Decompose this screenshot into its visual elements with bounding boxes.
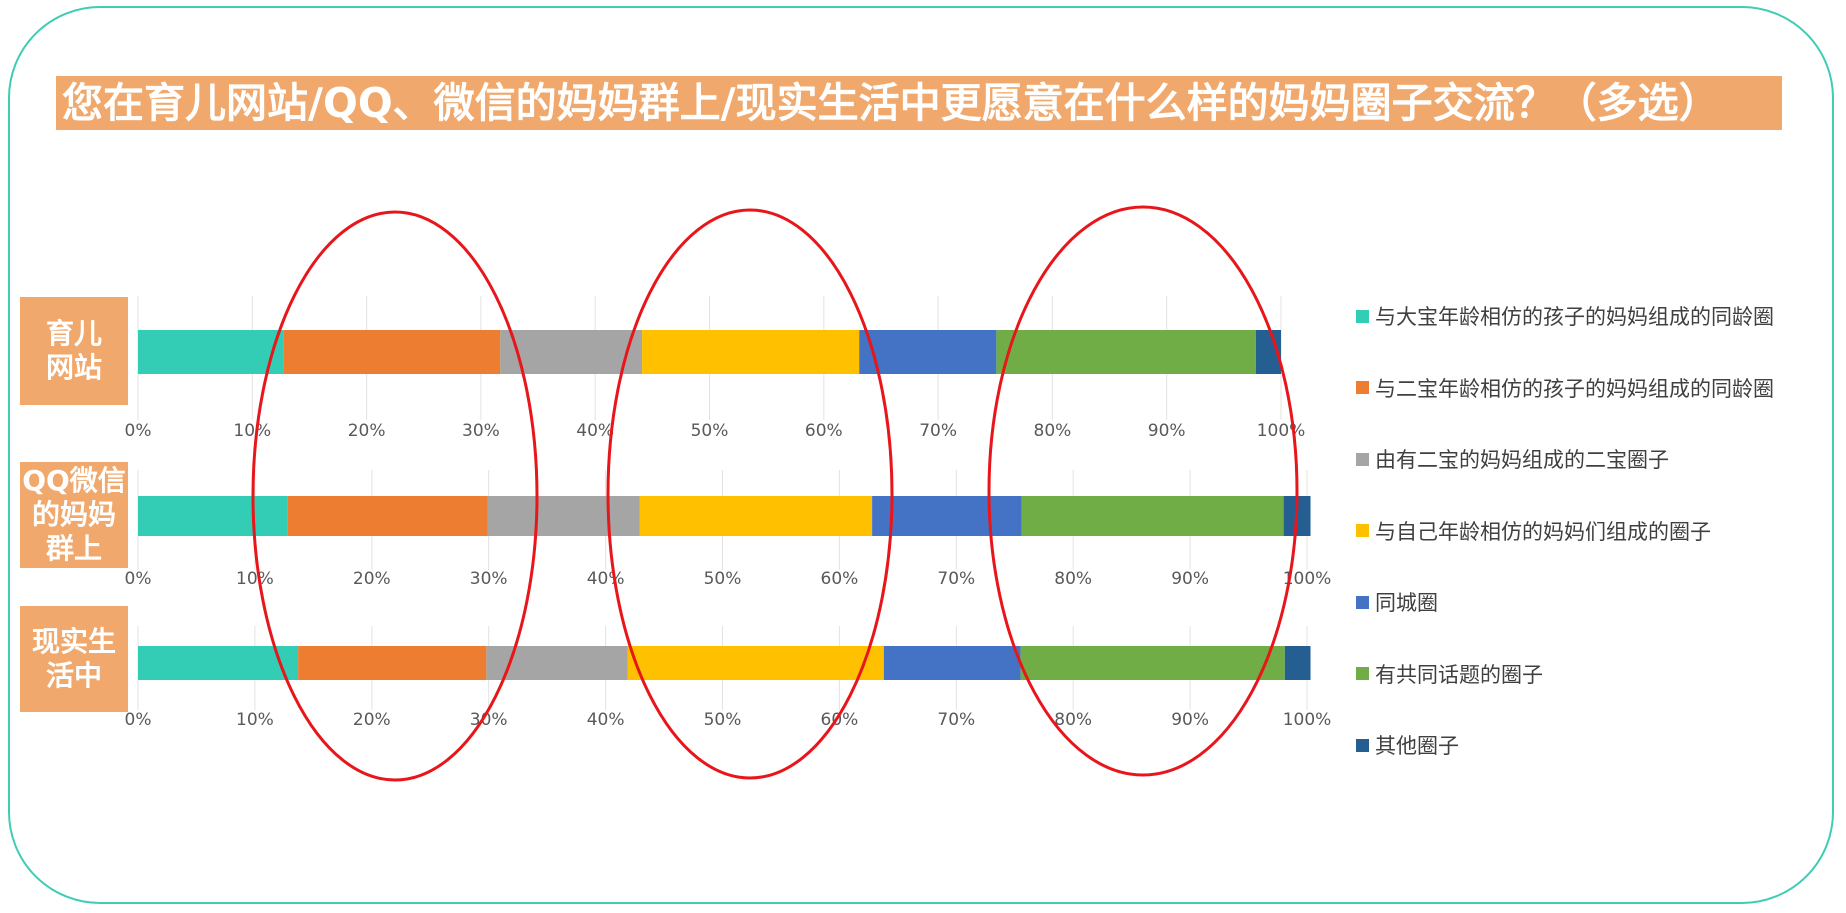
x-tick-label: 70% bbox=[919, 421, 957, 441]
x-tick-label: 90% bbox=[1171, 710, 1209, 730]
legend-item: 其他圈子 bbox=[1356, 730, 1459, 760]
category-panel-2: 0% 10% 20% 30% 40% 50% 60% 70% 80% 90% 100% bbox=[125, 626, 1332, 730]
legend-label: 由有二宝的妈妈组成的二宝圈子 bbox=[1375, 448, 1669, 472]
bar-segment-2 bbox=[486, 646, 628, 680]
legend-label: 与二宝年龄相仿的孩子的妈妈组成的同龄圈 bbox=[1375, 376, 1774, 401]
chart-title: 您在育儿网站/QQ、微信的妈妈群上/现实生活中更愿意在什么样的妈妈圈子交流？（多… bbox=[56, 76, 1782, 130]
x-tick-label: 100% bbox=[1283, 569, 1332, 589]
highlight-ellipse-0 bbox=[251, 210, 539, 782]
x-tick-label: 90% bbox=[1148, 421, 1186, 441]
row-label-qq-wechat: QQ微信 的妈妈 群上 bbox=[20, 462, 128, 568]
legend-swatch bbox=[1356, 667, 1369, 680]
highlight-ellipse-1 bbox=[606, 208, 894, 780]
x-tick-label: 20% bbox=[353, 569, 391, 589]
legend-item: 与二宝年龄相仿的孩子的妈妈组成的同龄圈 bbox=[1356, 373, 1774, 403]
bar-segment-0 bbox=[138, 330, 284, 374]
x-tick-label: 10% bbox=[236, 569, 274, 589]
bar-segment-5 bbox=[996, 330, 1256, 374]
x-tick-label: 30% bbox=[470, 710, 508, 730]
x-tick-label: 0% bbox=[125, 421, 152, 441]
legend-swatch bbox=[1356, 381, 1369, 394]
bar-segment-0 bbox=[138, 646, 299, 680]
x-tick-label: 100% bbox=[1283, 710, 1332, 730]
highlight-ellipse-2 bbox=[987, 205, 1299, 777]
bar-segment-5 bbox=[1020, 646, 1285, 680]
legend-swatch bbox=[1356, 452, 1369, 466]
x-tick-label: 10% bbox=[236, 710, 274, 730]
x-tick-label: 20% bbox=[353, 710, 391, 730]
bar-segment-1 bbox=[298, 646, 487, 680]
x-tick-label: 0% bbox=[125, 569, 152, 589]
x-tick-label: 0% bbox=[125, 710, 152, 730]
x-tick-label: 90% bbox=[1171, 569, 1209, 589]
x-tick-label: 10% bbox=[233, 421, 271, 441]
legend-swatch bbox=[1356, 595, 1369, 609]
x-tick-label: 70% bbox=[937, 710, 975, 730]
rounded-frame bbox=[8, 6, 1834, 904]
x-tick-label: 30% bbox=[462, 421, 500, 441]
bar-segment-1 bbox=[283, 330, 501, 374]
bar-segment-4 bbox=[883, 646, 1021, 680]
legend-label: 其他圈子 bbox=[1375, 734, 1459, 758]
x-tick-label: 70% bbox=[937, 569, 975, 589]
x-tick-label: 60% bbox=[821, 710, 859, 730]
legend-label: 有共同话题的圈子 bbox=[1375, 662, 1543, 687]
x-tick-label: 80% bbox=[1034, 421, 1072, 441]
legend-swatch bbox=[1356, 524, 1369, 537]
x-tick-label: 60% bbox=[821, 569, 859, 589]
legend-item: 与大宝年龄相仿的孩子的妈妈组成的同龄圈 bbox=[1356, 301, 1774, 331]
x-tick-label: 30% bbox=[470, 569, 508, 589]
bar-segment-1 bbox=[287, 496, 488, 536]
x-tick-label: 50% bbox=[704, 710, 742, 730]
legend-label: 与大宝年龄相仿的孩子的妈妈组成的同龄圈 bbox=[1375, 305, 1774, 329]
row-label-real-life: 现实生 活中 bbox=[20, 606, 128, 712]
legend-swatch bbox=[1356, 738, 1369, 752]
legend-label: 与自己年龄相仿的妈妈们组成的圈子 bbox=[1375, 519, 1711, 544]
bar-segment-4 bbox=[872, 496, 1022, 536]
legend-item: 同城圈 bbox=[1356, 587, 1438, 617]
legend-item: 有共同话题的圈子 bbox=[1356, 659, 1543, 689]
bar-segment-3 bbox=[627, 646, 884, 680]
bar-segment-3 bbox=[639, 496, 873, 536]
x-tick-label: 50% bbox=[704, 569, 742, 589]
x-tick-label: 20% bbox=[348, 421, 386, 441]
legend-item: 由有二宝的妈妈组成的二宝圈子 bbox=[1356, 444, 1669, 474]
x-tick-label: 50% bbox=[691, 421, 729, 441]
x-tick-label: 80% bbox=[1054, 710, 1092, 730]
legend-item: 与自己年龄相仿的妈妈们组成的圈子 bbox=[1356, 516, 1711, 546]
bar-segment-2 bbox=[500, 330, 643, 374]
legend-swatch bbox=[1356, 309, 1369, 323]
x-tick-label: 60% bbox=[805, 421, 843, 441]
category-panel-0: 0% 10% 20% 30% 40% 50% 60% 70% 80% 90% 100% bbox=[125, 296, 1306, 441]
x-tick-label: 80% bbox=[1054, 569, 1092, 589]
bar-segment-2 bbox=[487, 496, 640, 536]
legend-label: 同城圈 bbox=[1375, 591, 1438, 615]
x-tick-label: 40% bbox=[587, 569, 625, 589]
x-tick-label: 100% bbox=[1257, 421, 1306, 441]
row-label-website: 育儿 网站 bbox=[20, 297, 128, 405]
bar-segment-6 bbox=[1284, 646, 1311, 680]
x-tick-label: 40% bbox=[576, 421, 614, 441]
bar-segment-4 bbox=[859, 330, 997, 374]
bar-segment-0 bbox=[138, 496, 288, 536]
x-tick-label: 40% bbox=[587, 710, 625, 730]
bar-segment-5 bbox=[1021, 496, 1284, 536]
bar-segment-3 bbox=[642, 330, 860, 374]
category-panel-1: 0% 10% 20% 30% 40% 50% 60% 70% 80% 90% 100% bbox=[125, 470, 1332, 589]
